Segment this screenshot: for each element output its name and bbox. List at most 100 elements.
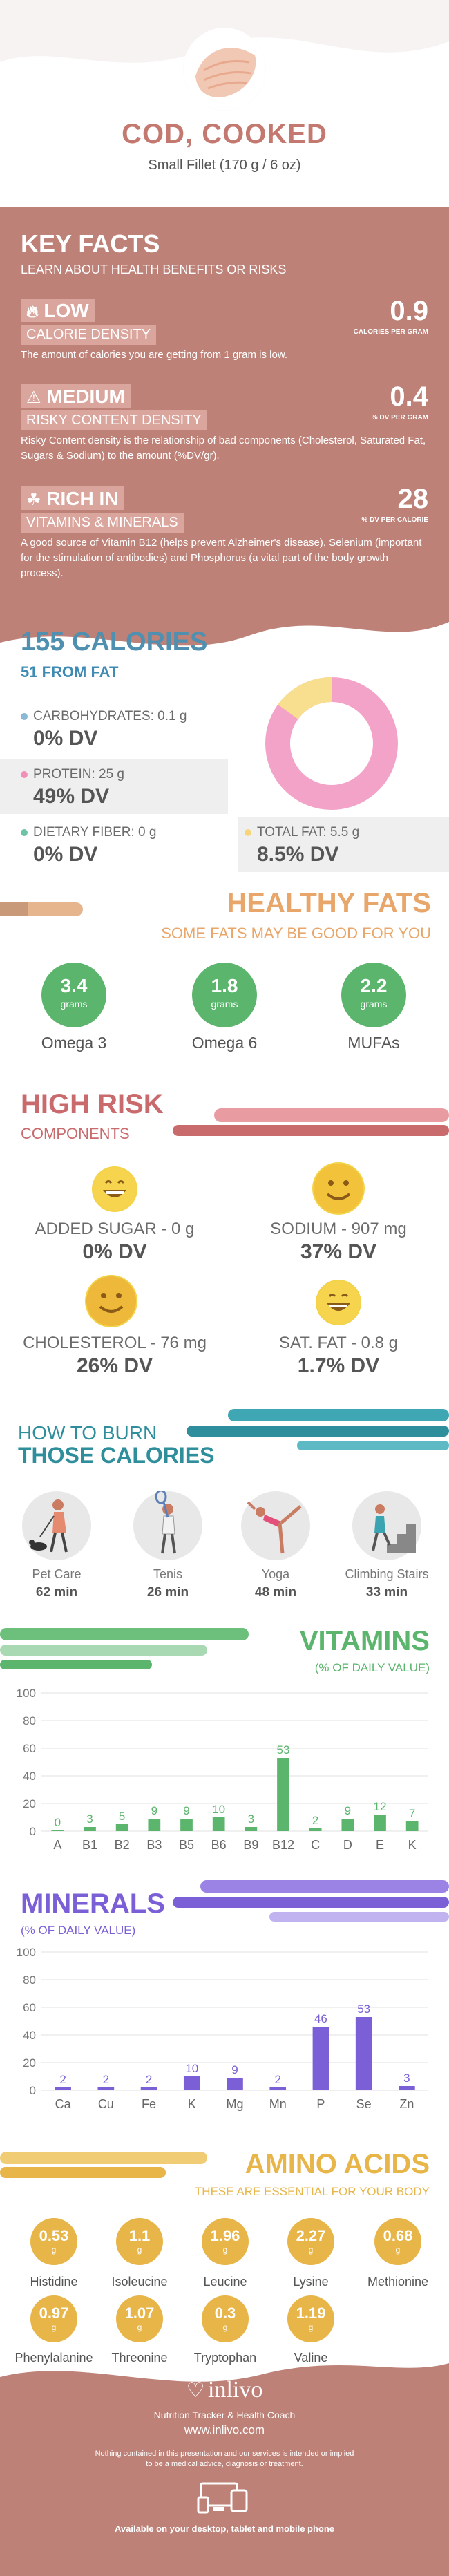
food-title: COD, COOKED — [122, 119, 327, 149]
serving-size: Small Fillet (170 g / 6 oz) — [148, 158, 301, 173]
vitamin-category-label: B9 — [243, 1838, 258, 1852]
vitamin-value-label: 5 — [119, 1810, 125, 1823]
vitamin-ytick-label: 40 — [23, 1770, 36, 1783]
mineral-ytick-label: 80 — [23, 1973, 36, 1987]
tryptophan-label: Tryptophan — [193, 2351, 257, 2365]
yoga-pose-icon — [241, 1491, 310, 1560]
sodium-label: SODIUM - 907 mg — [270, 1220, 407, 1238]
yoga-label: Yoga — [261, 1567, 290, 1581]
healthy-fats-stripes — [0, 902, 83, 916]
threonine-badge: 1.07 g — [116, 2295, 163, 2342]
vitamin-ytick-label: 100 — [17, 1687, 36, 1700]
sat-fat-dv: 1.7% DV — [297, 1354, 380, 1377]
valine-badge: 1.19 g — [287, 2295, 334, 2342]
added-sugar-dv: 0% DV — [82, 1240, 147, 1263]
footer-availability: Available on your desktop, tablet and mo… — [114, 2523, 335, 2534]
mineral-value-label: 10 — [185, 2062, 198, 2075]
tryptophan-badge: 0.3 g — [202, 2295, 249, 2342]
vitamin-value-label: 0 — [55, 1816, 61, 1829]
vitamin-category-label: B3 — [146, 1838, 162, 1852]
vitamin-bar-k — [405, 1821, 419, 1831]
vitamins-minerals-description: A good source of Vitamin B12 (helps prev… — [21, 537, 422, 579]
nutrient-carbs-dv: 0% DV — [33, 727, 98, 750]
nutrient-carbs-label: CARBOHYDRATES: 0.1 g — [21, 709, 187, 724]
key-facts-bottom-wave — [0, 594, 449, 670]
vitamin-category-label: D — [343, 1838, 352, 1852]
vitamin-category-label: K — [408, 1838, 417, 1852]
heart-logo-icon: ♡ — [186, 2379, 205, 2402]
calories-from-fat: 51 FROM FAT — [21, 663, 119, 681]
fact-level-low: 🔥︎ LOW — [21, 299, 95, 322]
vitamins-subtitle: (% OF DAILY VALUE) — [314, 1661, 430, 1674]
mineral-category-label: K — [188, 2097, 196, 2111]
fact-level-medium: ⚠︎ MEDIUM — [21, 384, 131, 408]
flame-icon: 🔥︎ — [26, 303, 39, 321]
calorie-density-unit: CALORIES PER GRAM — [353, 328, 428, 336]
climbing-stairs-minutes: 33 min — [365, 1585, 408, 1600]
footer-disclaimer-1: Nothing contained in this presentation a… — [95, 2450, 354, 2458]
donut-fat-slice — [265, 677, 398, 810]
high-risk-subtitle: COMPONENTS — [21, 1125, 130, 1142]
calorie-density-value: 0.9 — [390, 296, 428, 326]
mineral-value-label: 46 — [314, 2012, 327, 2025]
vitamin-ytick-label: 80 — [23, 1714, 36, 1727]
vitamin-ytick-label: 0 — [30, 1825, 36, 1838]
vitamin-value-label: 9 — [183, 1804, 189, 1817]
nutrient-fiber-dv: 0% DV — [33, 843, 98, 866]
nutrient-fiber-label: DIETARY FIBER: 0 g — [21, 825, 156, 840]
laughing-face-icon — [92, 1166, 137, 1212]
vitamins-stripes — [0, 1628, 249, 1669]
cholesterol-label: CHOLESTEROL - 76 mg — [23, 1334, 207, 1352]
vitamins-bar-chart: 0 20 40 60 80 100 0 A 3 B1 5 B2 9 B3 9 B5 10 B6 3 B9 53 B12 2 C… — [17, 1687, 428, 1852]
vitamin-value-label: 9 — [151, 1804, 157, 1817]
vitamin-value-label: 53 — [277, 1743, 290, 1756]
climbing-stairs-label: Climbing Stairs — [345, 1567, 429, 1581]
high-risk-stripes — [173, 1108, 449, 1136]
fact-category-calorie-density: CALORIE DENSITY — [21, 325, 157, 345]
mineral-bar-k — [183, 2076, 200, 2090]
phenylalanine-label: Phenylalanine — [15, 2351, 93, 2365]
vitamin-value-label: 2 — [312, 1814, 318, 1827]
risky-content-value: 0.4 — [390, 381, 428, 412]
vitamin-bar-b2 — [115, 1824, 128, 1831]
key-facts-panel — [0, 207, 449, 656]
vitamin-value-label: 3 — [86, 1812, 93, 1826]
vitamin-value-label: 7 — [409, 1807, 415, 1820]
tennis-player-icon — [133, 1489, 202, 1560]
nutrient-fat-dv: 8.5% DV — [257, 843, 339, 866]
vitamin-ytick-label: 60 — [23, 1742, 36, 1755]
vitamin-ytick-label: 20 — [23, 1797, 36, 1810]
footer-wave — [0, 2363, 449, 2405]
vitamin-category-label: E — [376, 1838, 384, 1852]
vitamin-value-label: 9 — [345, 1804, 351, 1817]
vitamin-bar-b3 — [148, 1819, 161, 1831]
footer-tagline: Nutrition Tracker & Health Coach — [153, 2409, 296, 2421]
mineral-value-label: 3 — [403, 2072, 410, 2085]
vitamin-value-label: 10 — [212, 1803, 225, 1816]
mineral-category-label: Se — [356, 2097, 372, 2111]
phenylalanine-badge: 0.97 g — [30, 2295, 77, 2342]
leucine-label: Leucine — [203, 2275, 247, 2289]
isoleucine-badge: 1.1 g — [116, 2218, 163, 2265]
risky-content-description: Risky Content density is the relationshi… — [21, 435, 426, 462]
devices-icon — [197, 2482, 248, 2514]
nutrient-fat-label: TOTAL FAT: 5.5 g — [245, 825, 359, 840]
vitamin-bar-b12 — [277, 1758, 289, 1831]
vitamin-bar-a — [51, 1830, 64, 1831]
protein-dot-icon — [21, 770, 28, 778]
vitamin-category-label: B12 — [272, 1838, 294, 1852]
nutrient-fat-row — [238, 817, 449, 872]
tenis-minutes: 26 min — [146, 1585, 189, 1600]
fat-dot-icon — [245, 828, 251, 836]
mineral-category-label: Mg — [226, 2097, 243, 2111]
footer-url[interactable]: www.inlivo.com — [184, 2423, 265, 2436]
vitamin-value-label: 3 — [248, 1812, 254, 1826]
smiling-face-icon — [85, 1275, 137, 1327]
healthy-fats-title: HEALTHY FATS — [227, 888, 431, 918]
minerals-bar-chart: 0 20 40 60 80 100 2 Ca 2 Cu 2 Fe 10 K 9 Mg 2 Mn 46 P 53 Se 3 Zn — [17, 1946, 428, 2111]
fact-level-rich: ☘︎ RICH IN — [21, 486, 124, 510]
footer-brand[interactable]: ♡ inlivo — [186, 2377, 263, 2403]
mineral-value-label: 2 — [274, 2073, 280, 2086]
fact-category-risky-content: RISKY CONTENT DENSITY — [21, 410, 207, 430]
